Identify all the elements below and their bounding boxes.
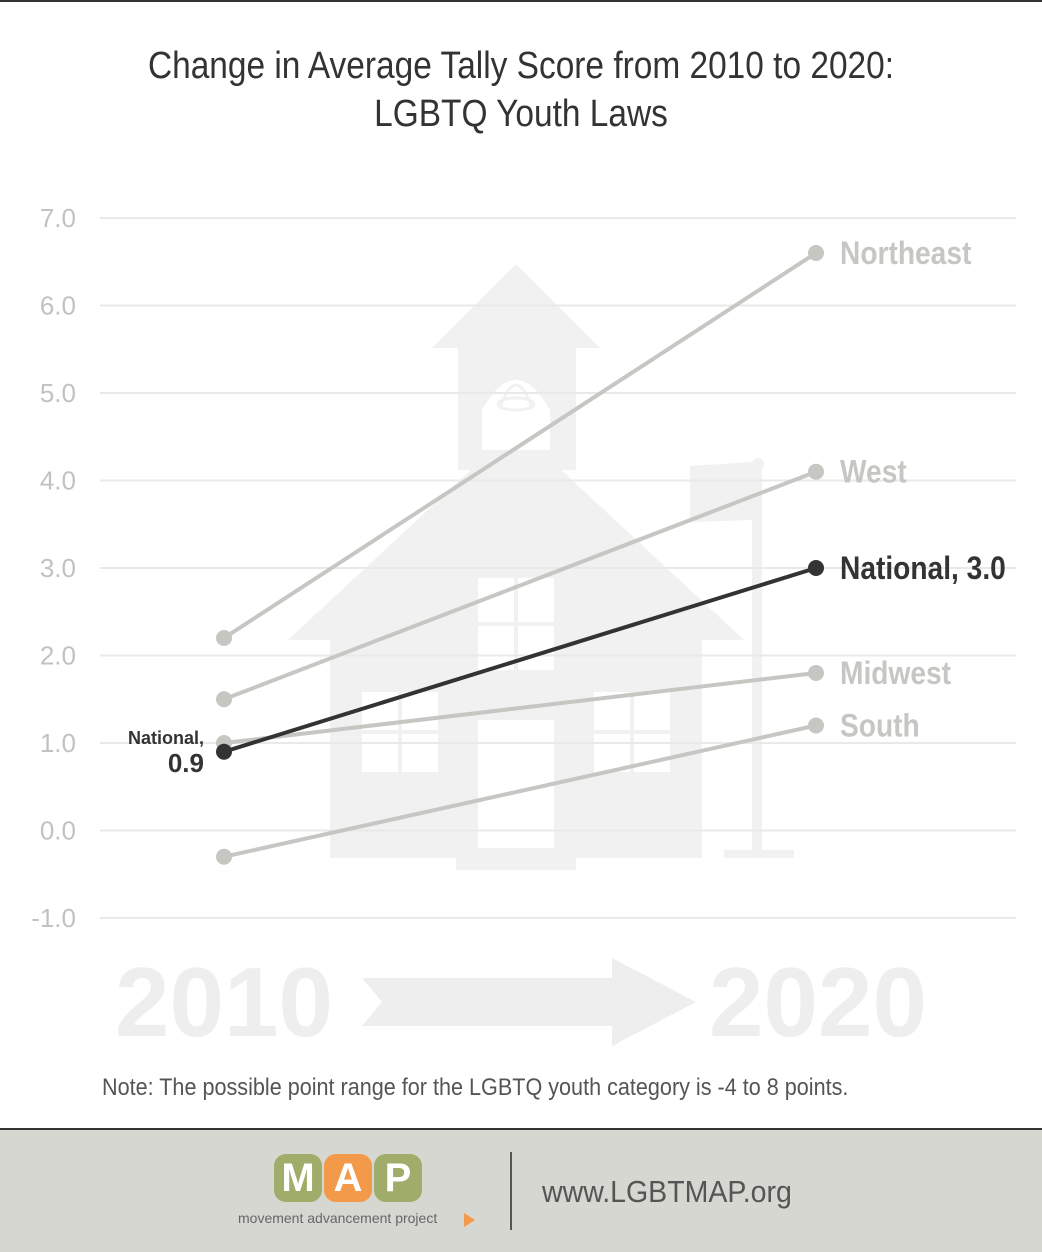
national-start-value: 0.9 bbox=[168, 748, 204, 778]
y-axis-tick-labels: 7.0 6.0 5.0 4.0 3.0 2.0 1.0 0.0 -1.0 bbox=[31, 203, 76, 933]
data-point-2020 bbox=[808, 245, 824, 261]
y-tick-label: 5.0 bbox=[40, 378, 76, 408]
chart-title: Change in Average Tally Score from 2010 … bbox=[63, 42, 980, 138]
data-point-2010 bbox=[216, 630, 232, 646]
series-line bbox=[222, 251, 818, 640]
series-west bbox=[216, 463, 824, 708]
chart-note: Note: The possible point range for the L… bbox=[102, 1074, 849, 1101]
chart-title-line-1: Change in Average Tally Score from 2010 … bbox=[147, 45, 895, 87]
slope-chart: 2010 2020 7.0 6.0 5.0 4.0 3.0 2.0 1.0 0.0 -1.0 N… bbox=[31, 203, 1016, 1057]
data-point-2010 bbox=[216, 691, 232, 708]
data-point-2020 bbox=[808, 665, 824, 681]
series-national bbox=[216, 560, 824, 760]
y-tick-label: 0.0 bbox=[40, 816, 76, 846]
year-watermark-2020: 2020 bbox=[709, 947, 927, 1057]
series-south bbox=[216, 717, 824, 865]
series-line bbox=[223, 566, 817, 754]
y-tick-label: -1.0 bbox=[31, 903, 76, 933]
data-point-2010 bbox=[216, 848, 232, 865]
series-northeast bbox=[216, 245, 824, 646]
series-label-west: West bbox=[840, 455, 907, 490]
y-tick-label: 1.0 bbox=[40, 728, 76, 758]
y-tick-label: 4.0 bbox=[40, 466, 76, 496]
logo-letter-p: P bbox=[374, 1154, 422, 1202]
series-labels: Northeast West Midwest South National, 3.0 Na… bbox=[128, 236, 1006, 777]
arrow-watermark bbox=[362, 958, 696, 1046]
data-point-2010 bbox=[216, 743, 232, 760]
footer-bar: M A P movement advancement project www.L… bbox=[0, 1128, 1042, 1252]
y-tick-label: 3.0 bbox=[40, 553, 76, 583]
series-label-midwest: Midwest bbox=[840, 656, 951, 691]
data-point-2020 bbox=[808, 463, 824, 480]
schoolhouse-bell bbox=[496, 383, 536, 412]
series-line bbox=[223, 671, 817, 745]
series-line bbox=[223, 723, 817, 859]
y-tick-label: 7.0 bbox=[40, 203, 76, 233]
website-link[interactable]: www.LGBTMAP.org bbox=[542, 1174, 792, 1209]
series-line bbox=[223, 469, 817, 702]
y-tick-label: 2.0 bbox=[40, 641, 76, 671]
series-label-national: National, 3.0 bbox=[840, 551, 1006, 586]
year-watermark-2010: 2010 bbox=[115, 947, 333, 1057]
national-start-label: National, bbox=[128, 728, 204, 748]
logo-letter-m: M bbox=[274, 1154, 322, 1202]
logo-letter-a: A bbox=[324, 1154, 372, 1202]
chart-title-line-2: LGBTQ Youth Laws bbox=[374, 93, 668, 135]
footer-divider bbox=[510, 1152, 512, 1230]
data-point-2020 bbox=[808, 717, 824, 734]
data-series bbox=[216, 245, 824, 865]
logo-arrow-icon bbox=[464, 1213, 475, 1227]
data-point-2020 bbox=[808, 560, 824, 576]
logo-tagline: movement advancement project bbox=[238, 1210, 438, 1226]
series-label-south: South bbox=[840, 709, 920, 744]
series-label-northeast: Northeast bbox=[840, 236, 971, 271]
y-tick-label: 6.0 bbox=[40, 291, 76, 321]
map-logo[interactable]: M A P movement advancement project bbox=[238, 1154, 488, 1234]
